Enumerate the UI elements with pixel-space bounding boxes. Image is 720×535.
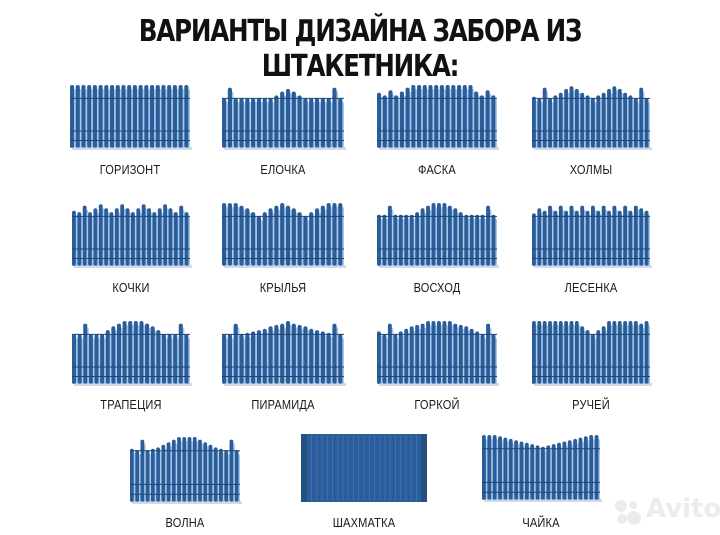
- avito-watermark: Avito: [646, 494, 720, 524]
- fence-card: [301, 434, 431, 508]
- fence-illustration: [532, 205, 652, 268]
- fence-illustration: [72, 204, 192, 268]
- fence-card: [70, 82, 194, 156]
- page-title: ВАРИАНТЫ ДИЗАЙНА ЗАБОРА ИЗ ШТАКЕТНИКА:: [138, 14, 583, 84]
- fence-label: РУЧЕЙ: [572, 397, 610, 412]
- fence-illustration: [130, 437, 242, 504]
- fence-card: [222, 200, 348, 274]
- fence-card: [222, 318, 348, 392]
- fence-illustration: [532, 321, 652, 386]
- fence-label: ФАСКА: [418, 162, 456, 177]
- fence-illustration: [70, 85, 192, 150]
- fence-label: ЕЛОЧКА: [260, 162, 306, 177]
- fence-label: ЧАЙКА: [522, 515, 560, 530]
- fence-illustration: [377, 203, 499, 268]
- fence-illustration: [377, 85, 499, 150]
- fence-label: ЛЕСЕНКА: [564, 280, 618, 295]
- fence-illustration: [301, 434, 427, 502]
- fence-illustration: [482, 435, 602, 502]
- fence-label: ВОЛНА: [165, 515, 205, 530]
- fence-label: ХОЛМЫ: [569, 162, 613, 177]
- fence-card: [532, 318, 654, 392]
- fence-label: КОЧКИ: [112, 280, 150, 295]
- avito-dots-icon: [615, 500, 641, 525]
- fence-label: ГОРИЗОНТ: [99, 162, 161, 177]
- fence-illustration: [377, 321, 499, 386]
- fence-card: [130, 434, 244, 510]
- fence-illustration: [532, 86, 652, 150]
- fence-card: [532, 82, 654, 156]
- fence-card: [72, 200, 194, 274]
- fence-card: [72, 318, 194, 392]
- fence-card: [377, 82, 501, 156]
- fence-card: [532, 200, 654, 274]
- fence-label: ПИРАМИДА: [251, 397, 315, 412]
- fence-illustration: [222, 203, 346, 268]
- fence-label: ТРАПЕЦИЯ: [100, 397, 162, 412]
- fence-illustration: [72, 321, 192, 386]
- fence-card: [377, 200, 501, 274]
- fence-card: [222, 82, 348, 156]
- fence-illustration: [222, 87, 346, 150]
- fence-label: ШАХМАТКА: [332, 515, 396, 530]
- fence-label: ВОСХОД: [413, 280, 461, 295]
- fence-card: [482, 432, 604, 508]
- fence-illustration: [222, 321, 346, 386]
- fence-label: КРЫЛЬЯ: [259, 280, 307, 295]
- fence-card: [377, 318, 501, 392]
- fence-label: ГОРКОЙ: [414, 397, 460, 412]
